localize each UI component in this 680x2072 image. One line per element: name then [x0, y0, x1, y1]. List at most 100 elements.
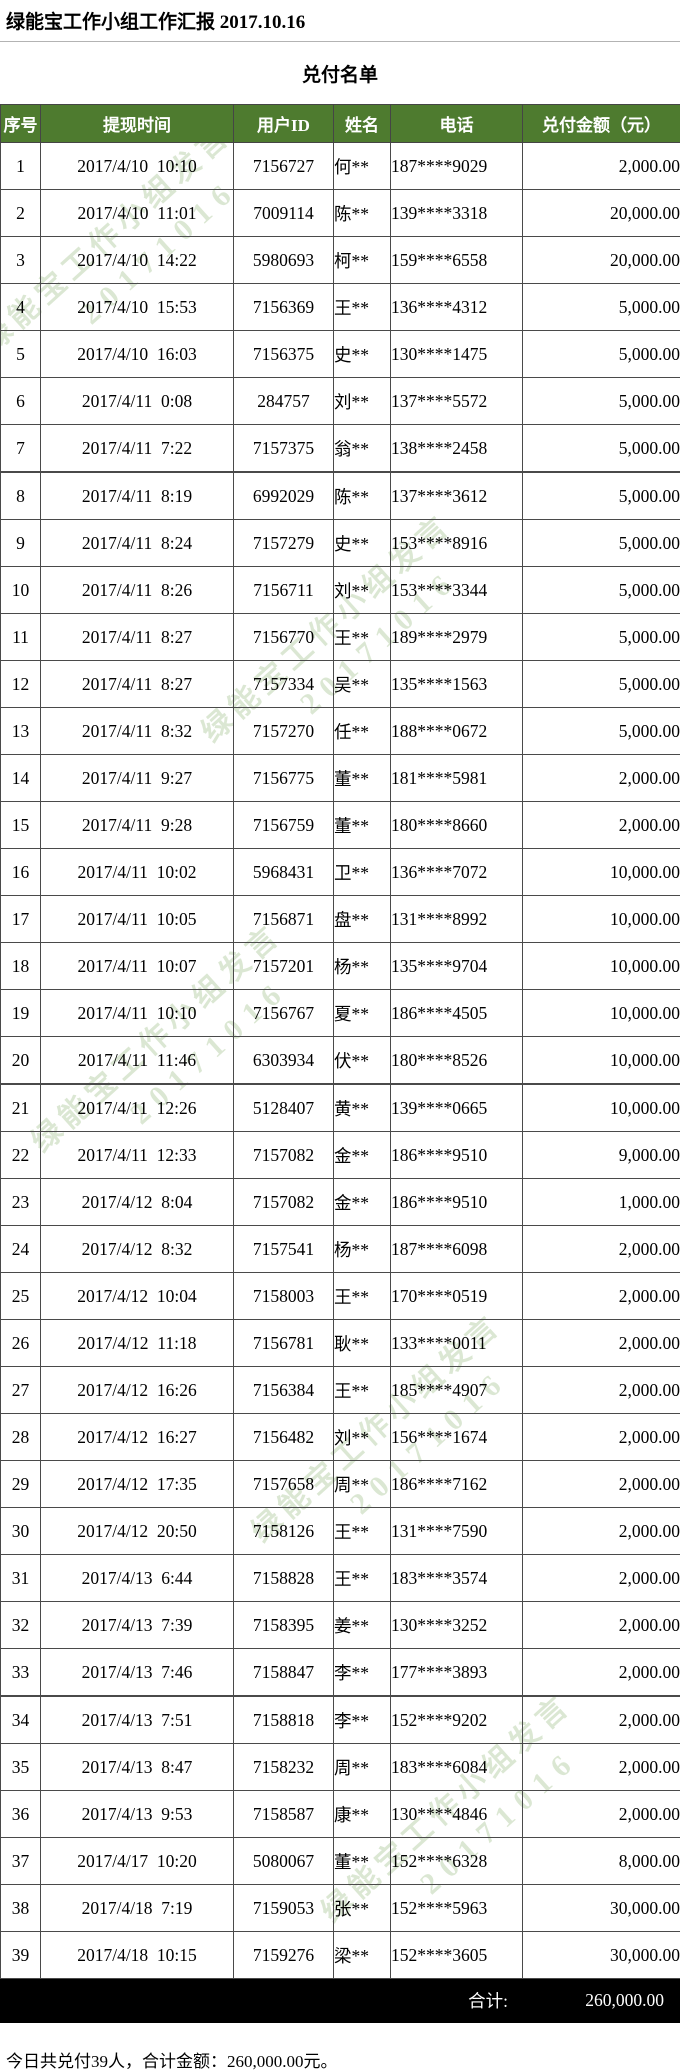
- cell-user-id: 7157082: [233, 1131, 334, 1179]
- table-row: 38 2017/4/18 7:19 7159053 张** 152****596…: [0, 1884, 680, 1932]
- cell-name: 刘**: [333, 566, 391, 614]
- cell-name: 梁**: [333, 1931, 391, 1979]
- cell-phone: 156****1674: [390, 1413, 523, 1461]
- cell-phone: 131****7590: [390, 1507, 523, 1555]
- cell-time: 2017/4/12 8:32: [40, 1225, 234, 1273]
- cell-seq: 11: [0, 613, 41, 661]
- header-cell-name: 姓名: [333, 104, 391, 143]
- cell-seq: 24: [0, 1225, 41, 1273]
- cell-amount: 5,000.00: [522, 471, 680, 520]
- cell-phone: 177****3893: [390, 1648, 523, 1697]
- cell-phone: 139****3318: [390, 189, 523, 237]
- cell-time: 2017/4/11 8:27: [40, 613, 234, 661]
- cell-amount: 5,000.00: [522, 519, 680, 567]
- cell-user-id: 7156775: [233, 754, 334, 802]
- cell-user-id: 7158003: [233, 1272, 334, 1320]
- cell-phone: 137****3612: [390, 471, 523, 520]
- cell-name: 陈**: [333, 189, 391, 237]
- cell-name: 康**: [333, 1790, 391, 1838]
- cell-amount: 20,000.00: [522, 189, 680, 237]
- cell-time: 2017/4/11 9:27: [40, 754, 234, 802]
- table-row: 20 2017/4/11 11:46 6303934 伏** 180****85…: [0, 1036, 680, 1085]
- cell-time: 2017/4/10 11:01: [40, 189, 234, 237]
- cell-name: 张**: [333, 1884, 391, 1932]
- header-cell-userid: 用户ID: [233, 104, 334, 143]
- cell-name: 金**: [333, 1178, 391, 1226]
- cell-phone: 180****8526: [390, 1036, 523, 1085]
- cell-amount: 5,000.00: [522, 566, 680, 614]
- cell-name: 伏**: [333, 1036, 391, 1085]
- cell-seq: 4: [0, 283, 41, 331]
- cell-time: 2017/4/11 8:32: [40, 707, 234, 755]
- cell-time: 2017/4/11 12:33: [40, 1131, 234, 1179]
- cell-time: 2017/4/11 8:27: [40, 660, 234, 708]
- cell-seq: 15: [0, 801, 41, 849]
- table-row: 7 2017/4/11 7:22 7157375 翁** 138****2458…: [0, 424, 680, 473]
- cell-name: 耿**: [333, 1319, 391, 1367]
- cell-amount: 10,000.00: [522, 989, 680, 1037]
- cell-user-id: 6992029: [233, 471, 334, 520]
- cell-user-id: 7156375: [233, 330, 334, 378]
- cell-amount: 5,000.00: [522, 330, 680, 378]
- cell-seq: 21: [0, 1083, 41, 1132]
- cell-seq: 27: [0, 1366, 41, 1414]
- cell-name: 黄**: [333, 1083, 391, 1132]
- table-row: 32 2017/4/13 7:39 7158395 姜** 130****325…: [0, 1601, 680, 1649]
- cell-seq: 12: [0, 660, 41, 708]
- cell-time: 2017/4/18 7:19: [40, 1884, 234, 1932]
- cell-seq: 30: [0, 1507, 41, 1555]
- cell-user-id: 7009114: [233, 189, 334, 237]
- table-row: 15 2017/4/11 9:28 7156759 董** 180****866…: [0, 801, 680, 849]
- cell-name: 王**: [333, 613, 391, 661]
- cell-phone: 153****3344: [390, 566, 523, 614]
- cell-amount: 30,000.00: [522, 1884, 680, 1932]
- table-row: 1 2017/4/10 10:10 7156727 何** 187****902…: [0, 142, 680, 190]
- cell-name: 史**: [333, 519, 391, 567]
- cell-name: 刘**: [333, 377, 391, 425]
- cell-user-id: 7157279: [233, 519, 334, 567]
- cell-amount: 2,000.00: [522, 1460, 680, 1508]
- header-cell-seq: 序号: [0, 104, 41, 143]
- cell-seq: 33: [0, 1648, 41, 1697]
- cell-name: 金**: [333, 1131, 391, 1179]
- table-row: 29 2017/4/12 17:35 7157658 周** 186****71…: [0, 1460, 680, 1508]
- table-row: 17 2017/4/11 10:05 7156871 盘** 131****89…: [0, 895, 680, 943]
- total-amount: 260,000.00: [522, 1978, 680, 2023]
- cell-amount: 1,000.00: [522, 1178, 680, 1226]
- table-row: 2 2017/4/10 11:01 7009114 陈** 139****331…: [0, 189, 680, 237]
- cell-user-id: 7158828: [233, 1554, 334, 1602]
- cell-name: 史**: [333, 330, 391, 378]
- cell-seq: 20: [0, 1036, 41, 1085]
- cell-name: 姜**: [333, 1601, 391, 1649]
- cell-seq: 5: [0, 330, 41, 378]
- cell-phone: 135****9704: [390, 942, 523, 990]
- table-row: 4 2017/4/10 15:53 7156369 王** 136****431…: [0, 283, 680, 331]
- cell-amount: 2,000.00: [522, 1225, 680, 1273]
- cell-time: 2017/4/11 10:10: [40, 989, 234, 1037]
- cell-seq: 17: [0, 895, 41, 943]
- cell-time: 2017/4/12 8:04: [40, 1178, 234, 1226]
- table-row: 18 2017/4/11 10:07 7157201 杨** 135****97…: [0, 942, 680, 990]
- cell-name: 杨**: [333, 942, 391, 990]
- cell-name: 翁**: [333, 424, 391, 473]
- cell-name: 王**: [333, 283, 391, 331]
- cell-seq: 6: [0, 377, 41, 425]
- cell-time: 2017/4/10 16:03: [40, 330, 234, 378]
- cell-name: 陈**: [333, 471, 391, 520]
- cell-seq: 8: [0, 471, 41, 520]
- cell-name: 刘**: [333, 1413, 391, 1461]
- cell-phone: 183****3574: [390, 1554, 523, 1602]
- cell-phone: 183****6084: [390, 1743, 523, 1791]
- cell-user-id: 7156369: [233, 283, 334, 331]
- header-cell-phone: 电话: [390, 104, 523, 143]
- cell-seq: 26: [0, 1319, 41, 1367]
- cell-phone: 159****6558: [390, 236, 523, 284]
- cell-time: 2017/4/13 8:47: [40, 1743, 234, 1791]
- cell-seq: 9: [0, 519, 41, 567]
- cell-seq: 19: [0, 989, 41, 1037]
- cell-user-id: 284757: [233, 377, 334, 425]
- cell-time: 2017/4/11 7:22: [40, 424, 234, 473]
- cell-time: 2017/4/11 11:46: [40, 1036, 234, 1085]
- cell-amount: 5,000.00: [522, 377, 680, 425]
- cell-amount: 2,000.00: [522, 1366, 680, 1414]
